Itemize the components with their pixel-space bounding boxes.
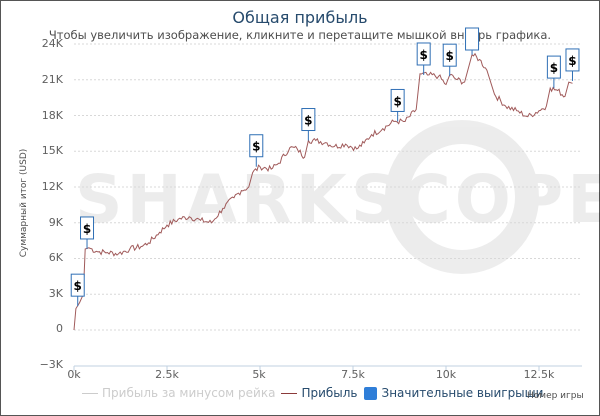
legend-item-rakeless-profit[interactable]: Прибыль за минусом рейка [82,386,275,400]
big-win-flag[interactable]: $ [416,42,431,75]
y-tick: 3K [48,287,63,300]
dollar-icon: $ [393,94,401,108]
big-win-flag[interactable]: $ [301,108,316,141]
legend-item-big-wins[interactable]: Значительные выигрыши [363,386,544,400]
big-win-flag[interactable]: $ [442,43,457,77]
x-tick: 5k [252,368,266,381]
y-tick: 21K [41,73,63,86]
chart-title: Общая прибыль [232,8,368,27]
profit-line[interactable] [73,52,573,331]
x-tick: 0k [67,368,81,381]
x-tick-marks [73,366,540,371]
square-swatch-icon [363,386,377,400]
x-axis-label: Номер игры [527,391,584,401]
legend-item-profit[interactable]: Прибыль [281,386,358,400]
big-win-flag[interactable]: $ [70,273,85,307]
big-win-flag[interactable]: $ [249,134,264,167]
grid-lines [74,43,582,331]
y-tick: 0 [56,322,63,335]
dollar-icon: $ [446,49,454,63]
chart-subtitle: Чтобы увеличить изображение, кликните и … [48,28,552,42]
y-tick: 15K [41,144,63,157]
dollar-icon: $ [252,140,260,154]
big-win-flag[interactable]: $ [565,48,580,81]
dollar-icon: $ [304,114,312,128]
y-axis-label: Суммарный итог (USD) [19,148,29,258]
big-win-flag[interactable] [465,27,480,55]
legend-label: Прибыль за минусом рейка [102,386,276,400]
big-wins-flags[interactable]: $ $ $ $ $ $ $ $ $ [70,27,580,307]
big-win-flag[interactable]: $ [80,216,95,249]
x-tick: 10k [435,368,457,381]
legend-label: Прибыль [301,386,358,400]
y-tick: 24K [41,37,63,50]
x-tick: 12.5k [523,368,555,381]
legend: Прибыль за минусом рейка Прибыль Значите… [82,386,543,400]
legend-label: Значительные выигрыши [381,386,544,400]
watermark: SHARKSCOPE [75,120,600,274]
big-win-flag[interactable]: $ [546,55,561,89]
dollar-icon: $ [83,222,91,236]
dollar-icon: $ [550,61,558,75]
line-swatch-icon [82,392,98,394]
x-tick: 2.5k [155,368,179,381]
dollar-icon: $ [420,48,428,62]
dollar-icon: $ [74,279,82,293]
y-tick: 12K [41,180,63,193]
dollar-icon: $ [568,54,576,68]
y-tick: 6K [48,251,63,264]
y-tick: −3K [39,358,63,371]
line-swatch-icon [281,392,298,394]
x-tick: 7.5k [341,368,365,381]
y-tick: 9K [48,216,63,229]
big-win-flag[interactable]: $ [390,88,405,122]
y-tick: 18K [41,109,63,122]
svg-text:SHARKSCOPE: SHARKSCOPE [75,161,600,238]
